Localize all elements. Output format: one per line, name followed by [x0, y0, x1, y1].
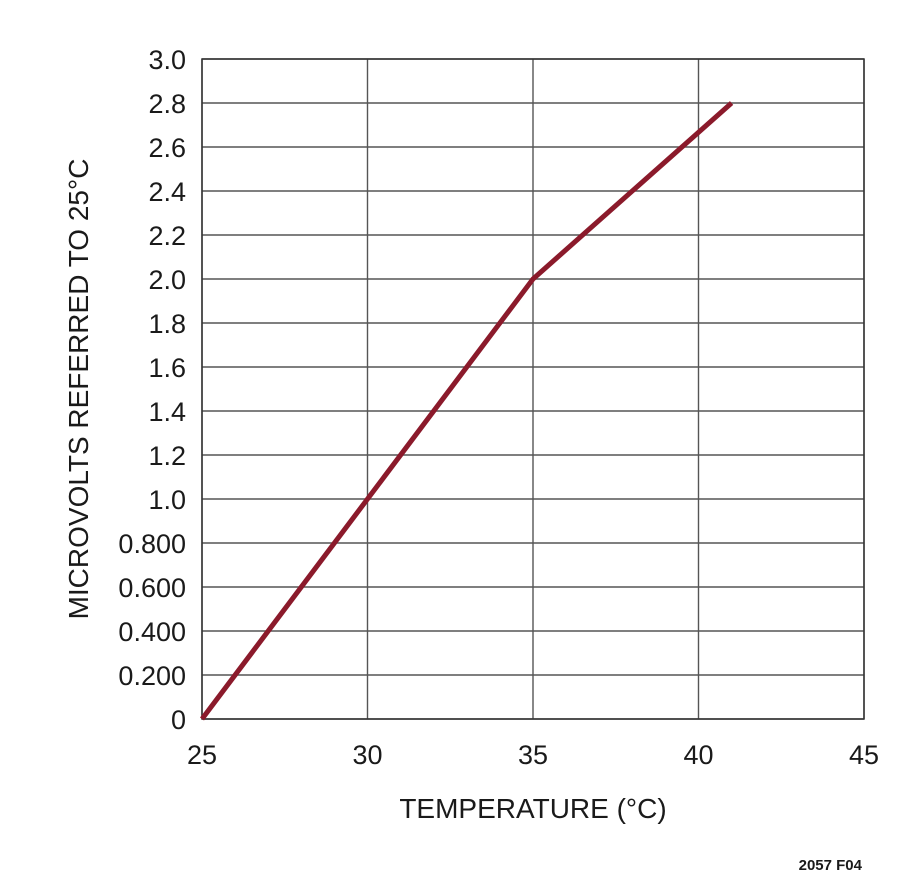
- x-tick-label-0: 25: [187, 740, 217, 770]
- y-axis-title: MICROVOLTS REFERRED TO 25°C: [63, 159, 94, 620]
- figure-id: 2057 F04: [799, 857, 863, 874]
- y-tick-label-1: 0.200: [118, 661, 186, 691]
- x-tick-label-3: 40: [683, 740, 713, 770]
- x-axis-title: TEMPERATURE (°C): [399, 793, 666, 824]
- x-tick-label-4: 45: [849, 740, 879, 770]
- series-line-0: [200, 101, 734, 721]
- y-tick-label-4: 0.800: [118, 529, 186, 559]
- y-tick-label-3: 0.600: [118, 573, 186, 603]
- y-tick-label-12: 2.4: [148, 177, 186, 207]
- series-layer: [200, 101, 734, 721]
- y-tick-label-13: 2.6: [148, 133, 186, 163]
- y-tick-label-7: 1.4: [148, 397, 186, 427]
- grid: [201, 58, 865, 720]
- plot-frame: [201, 58, 865, 720]
- y-tick-label-0: 0: [171, 705, 186, 735]
- x-tick-label-2: 35: [518, 740, 548, 770]
- y-tick-label-10: 2.0: [148, 265, 186, 295]
- y-tick-labels: 0 0.200 0.400 0.600 0.800 1.0 1.2 1.4 1.6 1.8 2.0 2…: [118, 45, 186, 735]
- y-tick-label-14: 2.8: [148, 89, 186, 119]
- y-tick-label-2: 0.400: [118, 617, 186, 647]
- x-tick-label-1: 30: [352, 740, 382, 770]
- y-tick-label-6: 1.2: [148, 441, 186, 471]
- y-tick-label-15: 3.0: [148, 45, 186, 75]
- x-tick-labels: 25 30 35 40 45: [187, 740, 879, 770]
- y-tick-label-11: 2.2: [148, 221, 186, 251]
- y-tick-label-5: 1.0: [148, 485, 186, 515]
- y-tick-label-8: 1.6: [148, 353, 186, 383]
- y-tick-label-9: 1.8: [148, 309, 186, 339]
